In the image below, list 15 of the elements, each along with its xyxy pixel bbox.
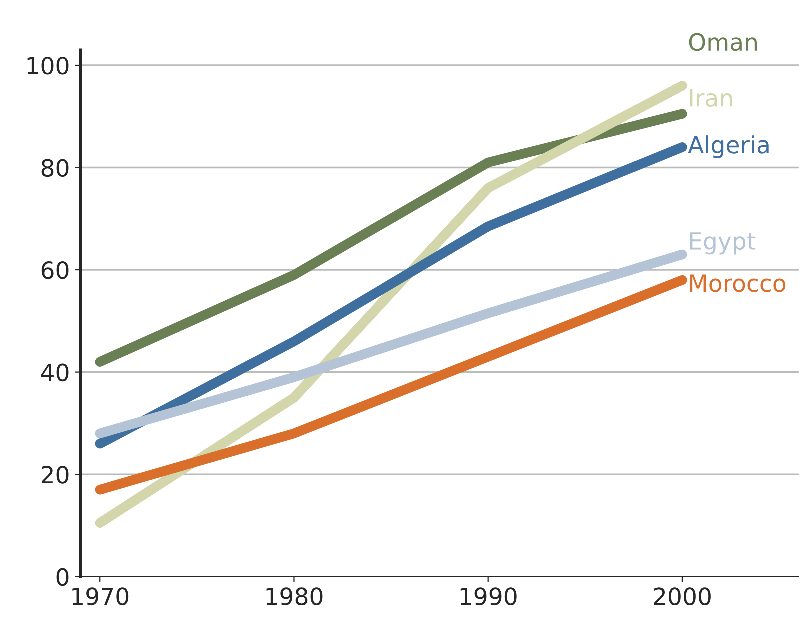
x-tick-label: 1980 [266,588,323,606]
y-tick-label: 40 [41,364,69,382]
series-label: Morocco [690,274,786,292]
y-tick-label: 60 [42,261,69,280]
y-tick-label: 80 [42,159,69,178]
series-label: Algeria [688,136,769,158]
x-tick-label: 2000 [654,588,711,606]
x-tick-label: 1990 [460,588,517,606]
y-tick-label: 100 [28,56,69,75]
y-tick-label: 0 [56,568,69,586]
series-label: Egypt [690,232,756,255]
text: Oman [689,33,758,52]
x-tick-label: 1970 [72,588,129,606]
y-tick-label: 20 [42,466,69,484]
series-label: Iran [690,89,732,108]
